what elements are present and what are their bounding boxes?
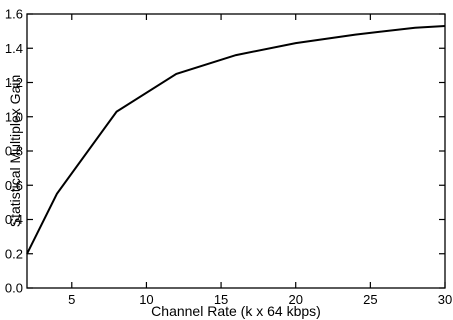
- x-tick-label: 25: [363, 292, 377, 307]
- series-line: [26, 25, 446, 255]
- y-tick-label: 1.6: [5, 7, 23, 22]
- x-tick-label: 5: [68, 292, 75, 307]
- y-tick-label: 0.0: [5, 281, 23, 296]
- y-axis-label: Statistical Multiplex Gain: [7, 75, 23, 228]
- y-axis: 0.0 0.2 0.4 0.6 0.8 1.0 1.2 1.4 1.6: [5, 7, 445, 296]
- y-tick-label: 0.4: [5, 212, 23, 227]
- y-tick-label: 1.4: [5, 41, 23, 56]
- y-tick-label: 1.0: [5, 109, 23, 124]
- y-tick-label: 0.8: [5, 144, 23, 159]
- x-tick-label: 20: [288, 292, 302, 307]
- y-tick-label: 0.2: [5, 246, 23, 261]
- x-tick-label: 10: [139, 292, 153, 307]
- x-tick-label: 30: [438, 292, 452, 307]
- x-axis: 5 10 15 20 25 30: [68, 14, 452, 307]
- x-tick-label: 15: [214, 292, 228, 307]
- x-axis-label: Channel Rate (k x 64 kbps): [151, 303, 321, 319]
- y-tick-label: 0.6: [5, 178, 23, 193]
- y-tick-label: 1.2: [5, 75, 23, 90]
